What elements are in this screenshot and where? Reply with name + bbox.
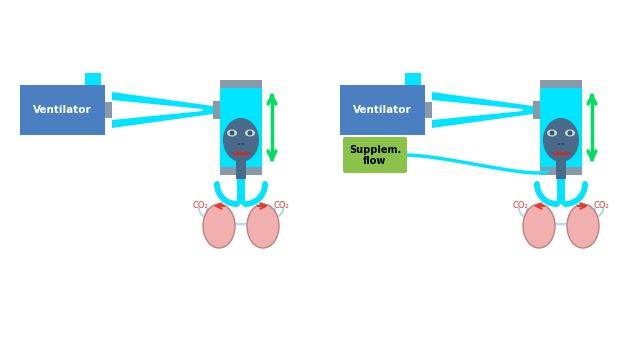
Ellipse shape — [547, 130, 557, 136]
Bar — [556, 161, 566, 179]
Text: Ventilator: Ventilator — [353, 105, 412, 115]
Polygon shape — [112, 100, 203, 120]
Bar — [540, 88, 582, 167]
Ellipse shape — [565, 130, 575, 136]
Ellipse shape — [247, 204, 279, 248]
Text: CO₂: CO₂ — [274, 200, 290, 210]
Ellipse shape — [568, 131, 573, 135]
Text: CO₂: CO₂ — [594, 200, 610, 210]
Bar — [540, 80, 582, 88]
Bar — [340, 85, 425, 135]
Polygon shape — [432, 100, 523, 120]
Text: CO₂: CO₂ — [192, 200, 208, 210]
Text: Ventilator: Ventilator — [33, 105, 92, 115]
Text: CO₂: CO₂ — [512, 200, 528, 210]
Bar — [425, 102, 432, 118]
Ellipse shape — [237, 143, 241, 145]
Polygon shape — [112, 92, 213, 128]
Bar — [540, 167, 582, 175]
Ellipse shape — [245, 130, 255, 136]
Bar — [105, 102, 112, 118]
Bar — [557, 179, 565, 204]
Bar — [236, 161, 246, 179]
Bar — [533, 101, 540, 119]
Ellipse shape — [550, 131, 554, 135]
Ellipse shape — [567, 204, 599, 248]
Bar — [220, 80, 262, 88]
Polygon shape — [432, 92, 533, 128]
Ellipse shape — [543, 118, 579, 162]
Bar — [220, 88, 262, 167]
Ellipse shape — [223, 118, 259, 162]
Ellipse shape — [203, 204, 235, 248]
Bar — [85, 73, 101, 87]
Bar — [20, 85, 105, 135]
Ellipse shape — [227, 130, 237, 136]
Ellipse shape — [230, 131, 234, 135]
Bar — [557, 179, 565, 204]
Bar — [405, 73, 421, 87]
Text: Supplem.: Supplem. — [349, 145, 401, 155]
Text: flow: flow — [364, 156, 387, 166]
FancyBboxPatch shape — [343, 137, 407, 173]
Ellipse shape — [561, 143, 564, 145]
Bar — [237, 179, 245, 204]
Ellipse shape — [241, 143, 244, 145]
Ellipse shape — [523, 204, 555, 248]
Bar — [213, 101, 220, 119]
Ellipse shape — [557, 143, 561, 145]
Bar — [237, 179, 245, 204]
Ellipse shape — [248, 131, 253, 135]
Bar — [220, 167, 262, 175]
